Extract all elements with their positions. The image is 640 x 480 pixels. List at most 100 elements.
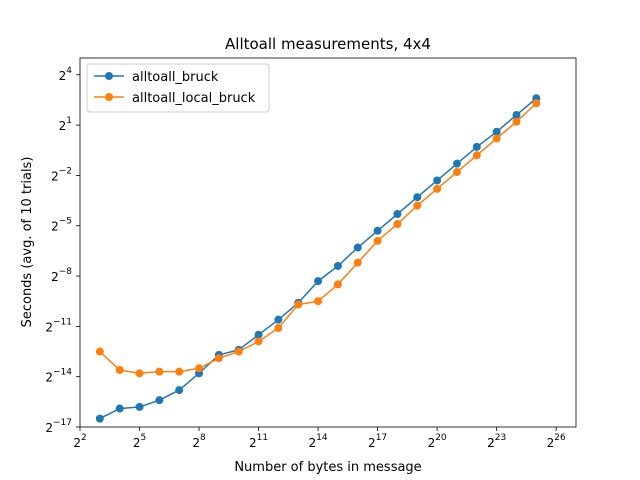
y-tick-label: 2−11 [45, 317, 72, 334]
legend-label-alltoall-bruck: alltoall_bruck [132, 70, 219, 85]
y-tick-base: 2 [51, 270, 59, 284]
y-tick-exponent: −17 [53, 418, 72, 428]
y-tick-label: 2−14 [45, 368, 72, 385]
data-point-alltoall-local-bruck [413, 201, 422, 210]
x-tick-base: 2 [133, 436, 141, 450]
x-tick-exponent: 17 [376, 433, 387, 443]
x-tick-base: 2 [428, 436, 436, 450]
data-point-alltoall-bruck [175, 386, 184, 395]
data-point-alltoall-bruck [452, 159, 461, 168]
data-point-alltoall-bruck [492, 127, 501, 136]
data-point-alltoall-local-bruck [333, 280, 342, 289]
y-tick-exponent: −11 [53, 317, 72, 327]
data-point-alltoall-local-bruck [115, 365, 124, 374]
y-tick-exponent: −14 [53, 368, 72, 378]
legend-label-alltoall-local-bruck: alltoall_local_bruck [132, 91, 256, 106]
y-tick-exponent: −2 [59, 166, 72, 176]
y-tick-label: 2−8 [51, 267, 72, 284]
data-point-alltoall-local-bruck [234, 347, 243, 356]
data-point-alltoall-bruck [155, 396, 164, 405]
data-point-alltoall-bruck [433, 176, 442, 185]
data-point-alltoall-bruck [512, 111, 521, 120]
y-tick-label: 2−2 [51, 166, 72, 183]
data-point-alltoall-local-bruck [95, 347, 104, 356]
data-point-alltoall-local-bruck [175, 367, 184, 376]
data-point-alltoall-local-bruck [274, 324, 283, 333]
y-tick-label: 21 [59, 116, 72, 133]
data-point-alltoall-local-bruck [353, 258, 362, 267]
x-tick-exponent: 20 [435, 433, 447, 443]
x-tick-label: 22 [73, 433, 86, 450]
x-tick-label: 214 [309, 433, 328, 450]
data-point-alltoall-local-bruck [254, 337, 263, 346]
x-tick-label: 220 [428, 433, 447, 450]
legend-marker-alltoall-bruck [105, 72, 113, 80]
data-point-alltoall-local-bruck [214, 354, 223, 363]
y-tick-exponent: 4 [66, 66, 72, 76]
x-tick-exponent: 23 [495, 433, 506, 443]
data-point-alltoall-local-bruck [314, 297, 323, 306]
chart-title: Alltoall measurements, 4x4 [225, 35, 431, 53]
y-tick-base: 2 [45, 421, 53, 435]
x-tick-base: 2 [73, 436, 81, 450]
data-point-alltoall-local-bruck [294, 300, 303, 309]
data-point-alltoall-bruck [254, 330, 263, 339]
x-tick-exponent: 11 [257, 433, 268, 443]
y-tick-exponent: −5 [59, 217, 72, 227]
data-point-alltoall-bruck [472, 142, 481, 151]
data-point-alltoall-local-bruck [195, 364, 204, 373]
data-point-alltoall-local-bruck [472, 151, 481, 160]
data-point-alltoall-local-bruck [135, 369, 144, 378]
x-tick-label: 211 [249, 433, 268, 450]
legend-box [86, 63, 270, 113]
x-tick-base: 2 [368, 436, 376, 450]
x-tick-exponent: 26 [554, 433, 566, 443]
data-point-alltoall-bruck [373, 226, 382, 235]
data-point-alltoall-local-bruck [512, 117, 521, 126]
data-point-alltoall-local-bruck [155, 367, 164, 376]
data-point-alltoall-local-bruck [492, 134, 501, 143]
x-tick-base: 2 [309, 436, 317, 450]
data-point-alltoall-local-bruck [532, 99, 541, 108]
x-tick-base: 2 [192, 436, 200, 450]
data-point-alltoall-bruck [393, 209, 402, 218]
data-point-alltoall-bruck [333, 261, 342, 270]
x-tick-exponent: 5 [140, 433, 146, 443]
data-point-alltoall-local-bruck [452, 168, 461, 177]
x-axis-label: Number of bytes in message [234, 460, 421, 475]
x-tick-exponent: 2 [81, 433, 87, 443]
x-tick-exponent: 14 [316, 433, 328, 443]
y-tick-label: 24 [59, 66, 73, 83]
y-tick-base: 2 [51, 220, 59, 234]
x-tick-label: 25 [133, 433, 146, 450]
x-tick-base: 2 [249, 436, 257, 450]
y-tick-base: 2 [45, 320, 53, 334]
x-tick-label: 223 [487, 433, 506, 450]
x-tick-base: 2 [547, 436, 555, 450]
x-tick-label: 217 [368, 433, 387, 450]
y-tick-base: 2 [59, 119, 67, 133]
data-point-alltoall-local-bruck [393, 220, 402, 229]
y-tick-label: 2−5 [51, 217, 72, 234]
x-axis: 22 25 28 211 214 217 220 223 226 [73, 427, 566, 450]
x-tick-label: 28 [192, 433, 206, 450]
data-point-alltoall-bruck [274, 315, 283, 324]
data-point-alltoall-bruck [353, 243, 362, 252]
x-tick-base: 2 [487, 436, 495, 450]
data-point-alltoall-bruck [135, 402, 144, 411]
y-tick-base: 2 [51, 169, 59, 183]
data-point-alltoall-local-bruck [373, 236, 382, 245]
x-tick-exponent: 8 [200, 433, 206, 443]
plot-frame [79, 57, 577, 428]
y-tick-label: 2−17 [45, 418, 72, 435]
series-layer [95, 94, 541, 423]
y-axis-label: Seconds (avg. of 10 trials) [20, 157, 35, 328]
data-point-alltoall-bruck [413, 193, 422, 202]
y-tick-base: 2 [45, 371, 53, 385]
y-tick-exponent: −8 [59, 267, 73, 277]
data-point-alltoall-bruck [115, 404, 124, 413]
data-point-alltoall-bruck [95, 414, 104, 423]
legend: alltoall_bruck alltoall_local_bruck [86, 63, 270, 113]
